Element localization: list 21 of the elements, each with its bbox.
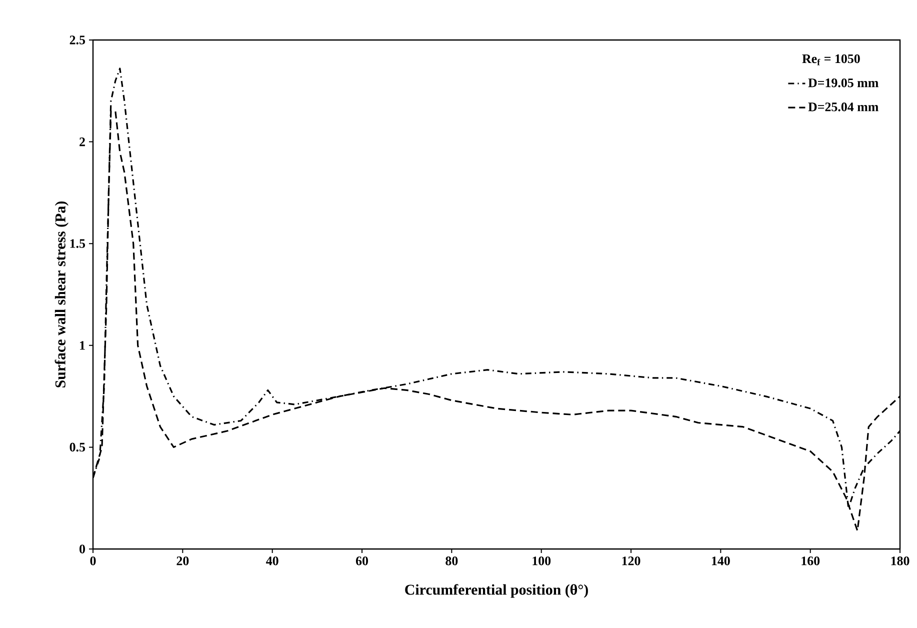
x-tick-label: 80 xyxy=(446,556,458,566)
x-tick-label: 20 xyxy=(176,556,189,566)
y-tick-label: 2.5 xyxy=(70,36,86,44)
legend-label: D=19.05 mm xyxy=(808,78,878,88)
x-tick-label: 160 xyxy=(802,556,820,566)
x-tick-label: 140 xyxy=(712,556,730,566)
x-tick-label: 0 xyxy=(90,556,96,566)
y-axis-title: Surface wall shear stress (Pa) xyxy=(54,202,68,388)
y-tick-label: 2 xyxy=(80,138,85,146)
y-tick-label: 0 xyxy=(80,544,86,554)
y-tick-label: 0.5 xyxy=(70,442,86,452)
y-tick-label: 1.5 xyxy=(70,239,86,248)
legend-title: Re$_{f}$ = 1050 xyxy=(802,54,860,66)
y-tick-label: 1 xyxy=(80,341,85,350)
x-tick-label: 60 xyxy=(356,556,368,566)
x-tick-label: 120 xyxy=(622,556,640,566)
x-tick-label: 180 xyxy=(891,556,910,566)
x-axis-title: Circumferential position (θ°) xyxy=(405,584,588,598)
x-tick-label: 100 xyxy=(532,556,551,566)
legend-label: D=25.04 mm xyxy=(808,102,878,112)
x-tick-label: 40 xyxy=(266,556,278,566)
